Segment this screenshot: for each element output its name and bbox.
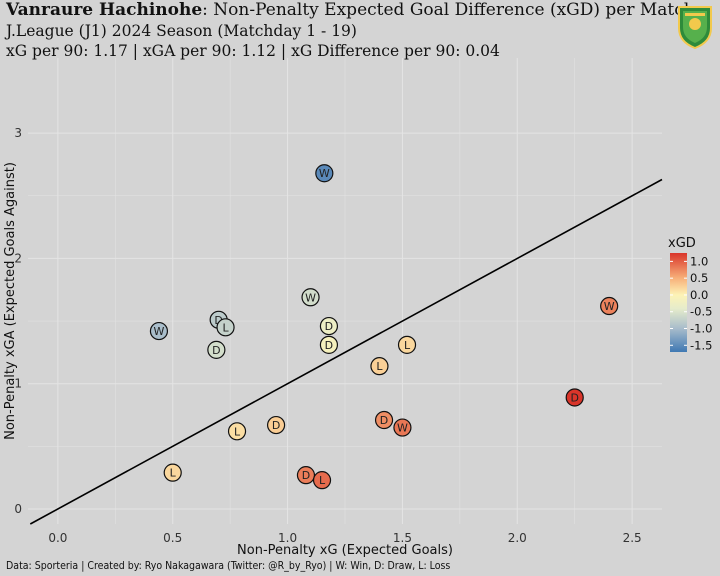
title-block: Vanraure Hachinohe: Non-Penalty Expected… — [6, 0, 695, 61]
match-point — [216, 318, 235, 337]
legend-tick-label: -1.5 — [690, 338, 712, 352]
x-tick-label: 1.0 — [278, 531, 297, 545]
chart-subtitle-stats: xG per 90: 1.17 | xGA per 90: 1.12 | xG … — [6, 42, 500, 60]
chart-title: Vanraure Hachinohe: Non-Penalty Expected… — [6, 0, 695, 21]
match-result-label: L — [376, 360, 383, 373]
match-result-label: D — [570, 391, 578, 404]
y-tick-label: 3 — [14, 126, 22, 140]
match-point — [393, 418, 412, 437]
match-result-label: W — [305, 291, 316, 304]
team-name: Vanraure Hachinohe — [6, 0, 203, 20]
match-point — [163, 463, 182, 482]
match-point — [319, 316, 339, 336]
x-tick-label: 2.5 — [623, 531, 642, 545]
match-result-label: L — [319, 474, 326, 487]
match-result-label: D — [325, 339, 333, 352]
match-point — [397, 335, 417, 354]
x-axis-title: Non-Penalty xG (Expected Goals) — [237, 543, 453, 558]
chart-caption: Data: Sporteria | Created by: Ryo Nakaga… — [6, 560, 451, 572]
match-result-label: L — [234, 425, 241, 438]
match-result-label: D — [302, 469, 310, 482]
match-result-label: D — [325, 320, 333, 333]
match-point — [600, 296, 619, 316]
match-point — [319, 335, 339, 354]
match-point — [266, 415, 286, 435]
match-result-label: W — [397, 422, 408, 435]
match-point — [315, 164, 334, 183]
y-tick-label: 2 — [14, 251, 22, 265]
match-point — [149, 321, 169, 341]
match-point — [207, 340, 226, 359]
y-tick-label: 0 — [14, 502, 22, 516]
x-tick-label: 0.5 — [163, 531, 182, 545]
match-point — [374, 410, 394, 430]
legend-tick-label: -1.0 — [690, 322, 712, 336]
match-result-label: L — [222, 321, 229, 334]
legend-tick-label: -0.5 — [690, 305, 712, 319]
x-tick-label: 1.5 — [393, 531, 412, 545]
legend-tick-label: 0.5 — [690, 271, 708, 285]
match-point — [565, 388, 584, 407]
title-rest: : Non-Penalty Expected Goal Difference (… — [202, 0, 695, 20]
match-point — [370, 357, 389, 376]
match-point — [301, 288, 320, 307]
chart-subtitle-season: J.League (J1) 2024 Season (Matchday 1 - … — [6, 22, 357, 40]
match-result-label: W — [319, 167, 330, 180]
match-result-label: L — [170, 467, 177, 480]
legend-colorbar — [670, 253, 687, 352]
match-result-label: L — [404, 339, 411, 352]
match-result-label: D — [214, 314, 222, 327]
legend-tick-label: 1.0 — [690, 254, 708, 268]
legend-title: xGD — [668, 236, 696, 251]
reference-line-xg-equals-xga — [29, 178, 663, 525]
team-crest-logo — [678, 6, 712, 50]
legend-tick-label: 0.0 — [690, 288, 708, 302]
match-result-label: W — [604, 300, 615, 313]
match-result-label: D — [380, 414, 388, 427]
y-axis-title: Non-Penalty xGA (Expected Goals Against) — [3, 162, 18, 440]
match-result-label: D — [272, 419, 280, 432]
match-point — [227, 422, 247, 441]
y-tick-label: 1 — [14, 377, 22, 391]
match-result-label: W — [153, 325, 164, 338]
match-point — [312, 471, 332, 490]
x-tick-label: 2.0 — [508, 531, 527, 545]
x-tick-label: 0.0 — [48, 531, 67, 545]
match-result-label: D — [212, 344, 220, 357]
